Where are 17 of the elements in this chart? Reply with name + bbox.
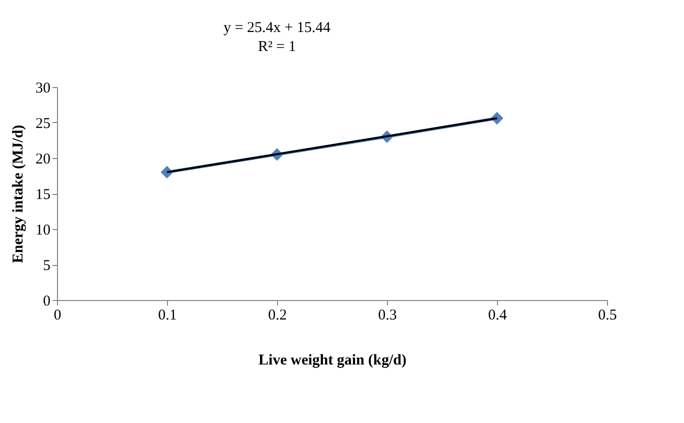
text: y = 25.4x + 15.44 <box>224 20 331 36</box>
x-tick-label: 0 <box>54 308 62 324</box>
y-tick-label: 5 <box>43 258 50 274</box>
y-tick-label: 0 <box>43 294 50 310</box>
y-tick-label: 20 <box>36 152 50 168</box>
y-tick-label: 15 <box>36 187 50 203</box>
x-tick-label: 0.2 <box>268 308 287 324</box>
x-axis-title: Live weight gain (kg/d) <box>258 352 406 368</box>
x-tick-label: 0.1 <box>158 308 177 324</box>
x-tick-label: 0.3 <box>378 308 397 324</box>
text: R² = 1 <box>258 39 296 55</box>
y-axis-title: Energy intake (MJ/d) <box>10 124 26 264</box>
y-tick-label: 25 <box>36 116 50 132</box>
y-tick-label: 10 <box>36 222 50 238</box>
y-tick-label: 30 <box>36 80 50 96</box>
x-tick-label: 0.4 <box>488 308 508 324</box>
x-tick-label: 0.5 <box>598 308 617 324</box>
